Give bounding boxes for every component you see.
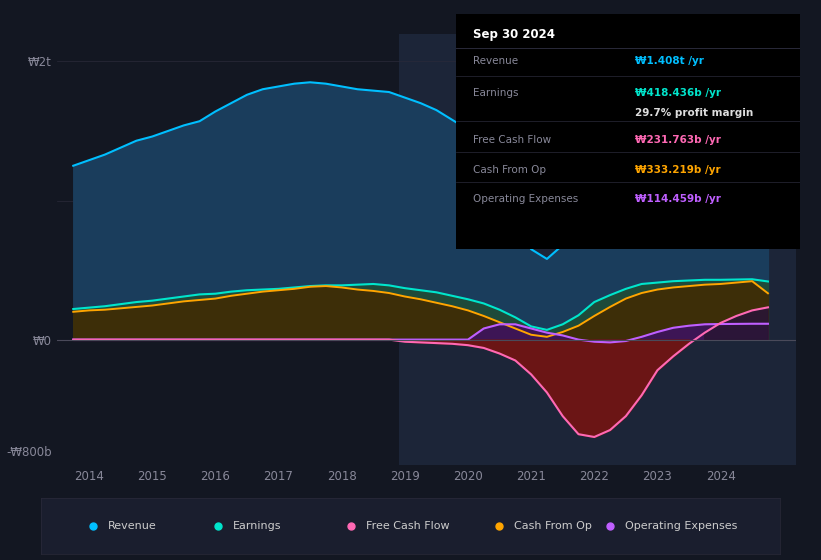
Text: Free Cash Flow: Free Cash Flow [473, 135, 551, 145]
Text: Earnings: Earnings [233, 521, 282, 531]
Text: ₩418.436b /yr: ₩418.436b /yr [635, 88, 721, 98]
Text: Operating Expenses: Operating Expenses [625, 521, 737, 531]
Bar [398, 34, 796, 465]
Text: Cash From Op: Cash From Op [473, 165, 546, 175]
Text: Sep 30 2024: Sep 30 2024 [473, 28, 555, 41]
Text: Revenue: Revenue [473, 57, 518, 66]
Text: ₩231.763b /yr: ₩231.763b /yr [635, 135, 721, 145]
Text: ₩1.408t /yr: ₩1.408t /yr [635, 57, 704, 66]
Text: Free Cash Flow: Free Cash Flow [366, 521, 450, 531]
Text: Operating Expenses: Operating Expenses [473, 194, 578, 204]
Text: Cash From Op: Cash From Op [514, 521, 592, 531]
Text: ₩114.459b /yr: ₩114.459b /yr [635, 194, 721, 204]
Text: Earnings: Earnings [473, 88, 518, 98]
Text: ₩333.219b /yr: ₩333.219b /yr [635, 165, 721, 175]
Text: 29.7% profit margin: 29.7% profit margin [635, 108, 753, 118]
Text: Revenue: Revenue [108, 521, 156, 531]
